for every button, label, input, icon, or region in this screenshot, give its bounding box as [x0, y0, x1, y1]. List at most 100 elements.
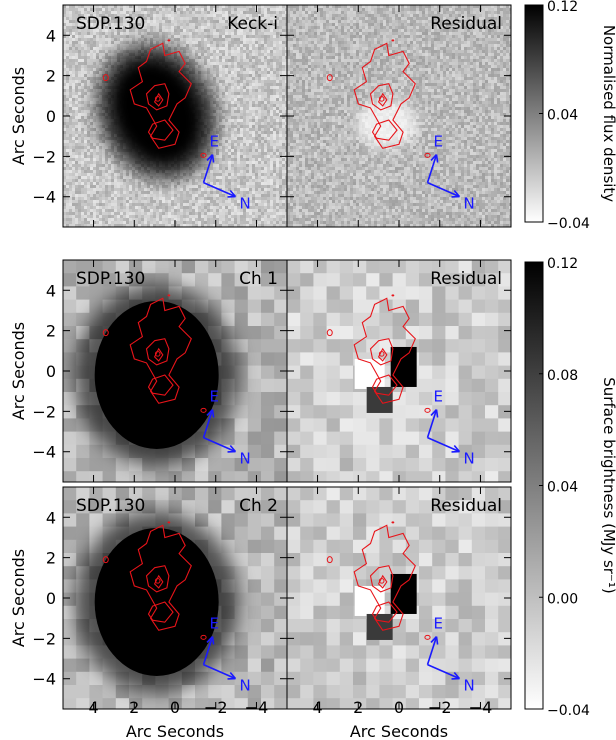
y-tick-label: 4 — [46, 508, 56, 527]
compass-east-arrow — [426, 636, 438, 665]
colorbar-tick-label: 0.12 — [547, 256, 578, 272]
contour-peak — [154, 351, 161, 357]
x-axis-label: Arc Seconds — [350, 722, 448, 740]
contour-mid — [145, 338, 170, 366]
colorbar-layer: 0.12 0.04 −0.04 Normalised flux density 0.12… — [524, 0, 616, 719]
contour-blob — [102, 329, 109, 337]
x-tick-label: −4 — [469, 698, 493, 717]
contour-lower — [147, 374, 174, 396]
y-tick-label: −4 — [32, 670, 56, 689]
source-core — [94, 300, 219, 449]
compass-north-arrow-head — [227, 672, 237, 680]
contour-mid — [369, 83, 394, 111]
x-tick-label: 4 — [312, 698, 322, 717]
contour-blob — [167, 39, 171, 42]
y-tick-label: −2 — [32, 629, 56, 648]
contour-mid — [145, 83, 170, 111]
y-tick-label: 2 — [46, 322, 56, 341]
contour-lower — [147, 119, 174, 141]
panel-band: Ch 2 — [239, 496, 278, 516]
y-tick-label: 4 — [46, 26, 56, 45]
contour-blob — [424, 634, 431, 640]
y-tick-label: −4 — [32, 188, 56, 207]
compass-north-arrow — [203, 436, 236, 453]
contour-blob — [200, 407, 207, 413]
compass-east-arrow-head — [206, 636, 215, 645]
panel-0-right: E N Residual — [286, 4, 512, 228]
colorbar-tick-label: 0.08 — [547, 368, 578, 384]
contour-blob — [326, 329, 333, 337]
panel-image: EN — [63, 487, 287, 709]
contour-blob — [424, 152, 431, 158]
y-tick-label: 0 — [46, 362, 56, 381]
residual-light — [354, 585, 385, 616]
compass-east-arrow — [202, 636, 214, 665]
y-axis-label: Arc Seconds — [9, 549, 28, 647]
contour-lower — [371, 374, 398, 396]
contour-outer — [129, 297, 192, 404]
compass-north-arrow — [427, 436, 460, 453]
x-tick-label: 0 — [170, 698, 180, 717]
contour-blob — [326, 556, 333, 564]
panel-band: Residual — [430, 496, 502, 516]
contour-peak — [378, 96, 385, 102]
contour-inner — [377, 92, 388, 107]
contour-inner — [153, 574, 164, 589]
contour-blob — [424, 407, 431, 413]
compass-east-label: E — [434, 133, 443, 151]
compass-north-arrow — [427, 663, 460, 680]
y-tick-label: −2 — [32, 147, 56, 166]
contour-peak — [378, 578, 385, 584]
x-axis-label: Arc Seconds — [126, 722, 224, 740]
compass-north-arrow-head — [227, 445, 237, 453]
contour-outer — [353, 524, 416, 631]
compass-north-label: N — [464, 195, 475, 213]
y-tick-label: 2 — [46, 549, 56, 568]
contour-mid — [369, 565, 394, 593]
y-tick-label: 0 — [46, 107, 56, 126]
x-tick-label: −2 — [204, 698, 228, 717]
compass-east-arrow-head — [430, 154, 439, 163]
colorbar-tick-label: 0.00 — [547, 591, 578, 607]
compass-east-arrow — [426, 409, 438, 438]
compass-east-label: E — [434, 388, 443, 406]
contour-blob — [102, 74, 109, 82]
contour-peak — [378, 351, 385, 357]
panel-band: Keck-i — [227, 14, 278, 34]
compass-east-arrow-head — [206, 154, 215, 163]
contour-blob — [200, 634, 207, 640]
compass-north-arrow — [427, 181, 460, 198]
compass-east-arrow-head — [206, 409, 215, 418]
x-tick-label: 2 — [353, 698, 363, 717]
x-tick-label: 2 — [129, 698, 139, 717]
compass-north-label: N — [240, 677, 251, 695]
contour-blob — [167, 294, 171, 297]
residual-dark — [366, 613, 393, 640]
colorbar-tick-label: 0.04 — [547, 108, 578, 124]
x-tick-label: −2 — [428, 698, 452, 717]
compass-north-arrow-head — [451, 445, 461, 453]
panel-label: SDP.130 — [76, 14, 145, 34]
compass-north-arrow-head — [227, 190, 237, 198]
y-tick-label: 0 — [46, 589, 56, 608]
y-tick-label: 4 — [46, 281, 56, 300]
contour-lower — [371, 119, 398, 141]
colorbar-tick-label: 0.12 — [547, 0, 578, 15]
compass-east-label: E — [434, 615, 443, 633]
contour-inner — [153, 347, 164, 362]
colorbar-label: Surface brightness (MJy sr⁻¹) — [600, 377, 616, 593]
colorbar-label: Normalised flux density — [600, 25, 616, 202]
compass-north-arrow-head — [451, 672, 461, 680]
colorbar-tick-label: −0.04 — [547, 216, 590, 232]
contour-inner — [377, 347, 388, 362]
panel-image: EN — [287, 487, 511, 709]
contour-blob — [200, 152, 207, 158]
x-tick-label: 4 — [88, 698, 98, 717]
panel-band: Residual — [430, 14, 502, 34]
contour-lower — [371, 601, 398, 623]
contour-blob — [326, 74, 333, 82]
